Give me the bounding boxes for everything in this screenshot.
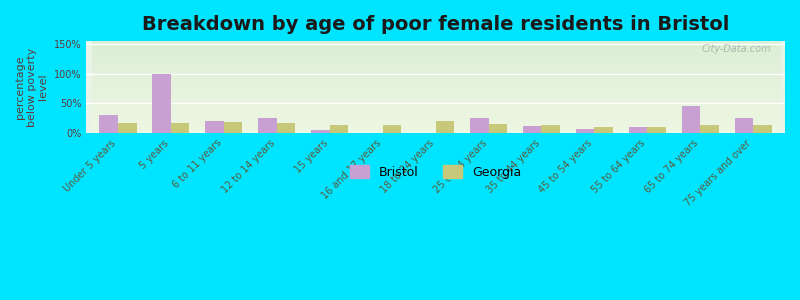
Bar bbox=[118, 123, 137, 133]
Bar bbox=[224, 122, 242, 133]
Bar bbox=[576, 129, 594, 133]
Bar bbox=[330, 125, 348, 133]
Bar bbox=[171, 123, 190, 133]
Bar bbox=[542, 125, 560, 133]
Text: City-Data.com: City-Data.com bbox=[702, 44, 771, 54]
Bar bbox=[700, 125, 719, 133]
Bar bbox=[311, 130, 330, 133]
Bar bbox=[153, 74, 171, 133]
Bar bbox=[99, 115, 118, 133]
Bar bbox=[629, 127, 647, 133]
Bar bbox=[754, 125, 772, 133]
Title: Breakdown by age of poor female residents in Bristol: Breakdown by age of poor female resident… bbox=[142, 15, 730, 34]
Bar bbox=[734, 118, 754, 133]
Bar bbox=[470, 118, 489, 133]
Bar bbox=[206, 121, 224, 133]
Legend: Bristol, Georgia: Bristol, Georgia bbox=[345, 160, 526, 184]
Bar bbox=[489, 124, 507, 133]
Bar bbox=[258, 118, 277, 133]
Y-axis label: percentage
below poverty
level: percentage below poverty level bbox=[15, 47, 48, 127]
Bar bbox=[523, 126, 542, 133]
Bar bbox=[594, 127, 613, 133]
Bar bbox=[382, 125, 402, 133]
Bar bbox=[277, 123, 295, 133]
Bar bbox=[436, 121, 454, 133]
Bar bbox=[682, 106, 700, 133]
Bar bbox=[647, 127, 666, 133]
